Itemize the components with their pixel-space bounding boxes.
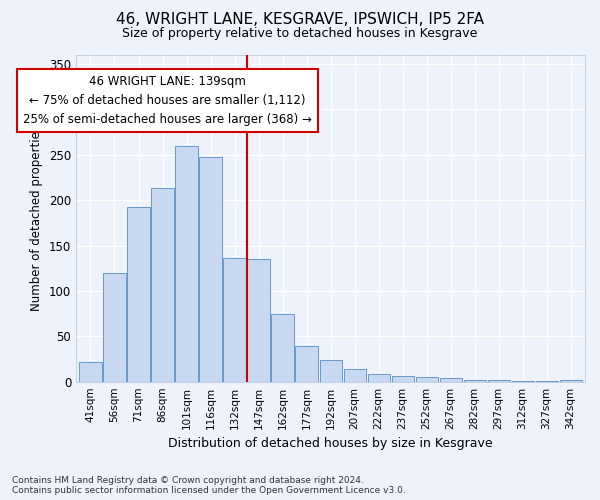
Text: Size of property relative to detached houses in Kesgrave: Size of property relative to detached ho… — [122, 28, 478, 40]
Bar — [536, 381, 557, 382]
Bar — [512, 381, 533, 382]
Bar — [440, 378, 461, 382]
Bar — [223, 258, 245, 382]
Bar — [127, 206, 149, 382]
Bar — [392, 376, 413, 382]
Bar — [79, 362, 101, 382]
Text: Contains HM Land Registry data © Crown copyright and database right 2024.
Contai: Contains HM Land Registry data © Crown c… — [12, 476, 406, 495]
Bar — [199, 156, 221, 382]
Bar — [271, 314, 293, 382]
Text: 46, WRIGHT LANE, KESGRAVE, IPSWICH, IP5 2FA: 46, WRIGHT LANE, KESGRAVE, IPSWICH, IP5 … — [116, 12, 484, 28]
Bar — [295, 346, 317, 382]
Bar — [247, 259, 269, 382]
Bar — [464, 380, 485, 382]
X-axis label: Distribution of detached houses by size in Kesgrave: Distribution of detached houses by size … — [168, 437, 493, 450]
Bar — [416, 377, 437, 382]
Bar — [560, 380, 581, 382]
Bar — [320, 360, 341, 382]
Text: 46 WRIGHT LANE: 139sqm
← 75% of detached houses are smaller (1,112)
25% of semi-: 46 WRIGHT LANE: 139sqm ← 75% of detached… — [23, 75, 312, 126]
Bar — [368, 374, 389, 382]
Bar — [175, 146, 197, 382]
Bar — [344, 369, 365, 382]
Bar — [151, 188, 173, 382]
Y-axis label: Number of detached properties: Number of detached properties — [31, 126, 43, 312]
Bar — [488, 380, 509, 382]
Bar — [103, 273, 125, 382]
